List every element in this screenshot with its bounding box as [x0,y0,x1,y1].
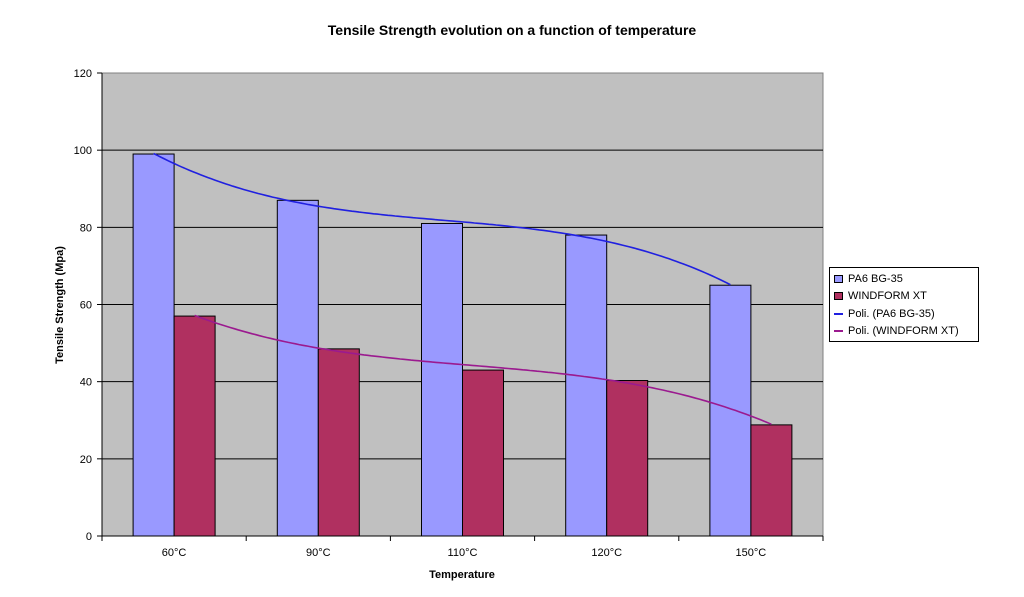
poly-windform-line-icon [834,330,843,333]
bar-windform-2 [462,369,504,537]
legend-item-poly-pa6: Poli. (PA6 BG-35) [834,305,974,323]
x-axis-title: Temperature [429,569,495,581]
y-tick-label: 80 [80,222,92,234]
bar-pa6-0 [132,153,175,537]
x-tick-label: 120°C [591,547,622,559]
trendlines [153,152,772,426]
legend: PA6 BG-35 WINDFORM XT Poli. (PA6 BG-35) … [829,267,979,342]
legend-item-windform: WINDFORM XT [834,288,974,306]
x-tick-label: 90°C [306,547,331,559]
bar-pa6-2 [421,222,463,537]
axes: 0 20 40 60 80 100 120 60°C 90°C 110°C 120°C 150°C [74,68,824,559]
bar-windform-4 [750,424,793,537]
bar-pa6-1 [276,199,319,537]
bar-pa6-3 [565,234,608,537]
bars [132,153,793,537]
x-tick-label: 110°C [448,547,478,559]
windform-swatch [834,292,843,301]
y-tick-label: 100 [74,145,92,157]
bar-windform-3 [606,380,649,537]
legend-item-pa6: PA6 BG-35 [834,270,974,288]
legend-label-poly-pa6: Poli. (PA6 BG-35) [848,307,935,320]
y-axis-title: Tensile Strength (Mpa) [54,246,66,364]
legend-item-poly-windform: Poli. (WINDFORM XT) [834,323,974,341]
y-tick-label: 0 [86,531,92,543]
legend-label-pa6: PA6 BG-35 [848,272,903,285]
chart-title: Tensile Strength evolution on a function… [328,22,697,38]
y-tick-label: 60 [80,300,92,312]
x-tick-label: 60°C [162,547,187,559]
legend-label-windform: WINDFORM XT [848,290,927,303]
bar-windform-1 [317,348,360,537]
y-tick-label: 120 [74,68,92,80]
bar-windform-0 [173,315,216,537]
y-tick-label: 20 [80,454,92,466]
trendline-pa6 [153,152,731,286]
y-tick-label: 40 [80,377,92,389]
x-tick-label: 150°C [736,547,767,559]
pa6-swatch [834,274,843,283]
legend-label-poly-windform: Poli. (WINDFORM XT) [848,325,959,338]
poly-pa6-line-icon [834,312,843,315]
bar-pa6-4 [709,284,752,537]
trendline-windform [194,314,772,426]
